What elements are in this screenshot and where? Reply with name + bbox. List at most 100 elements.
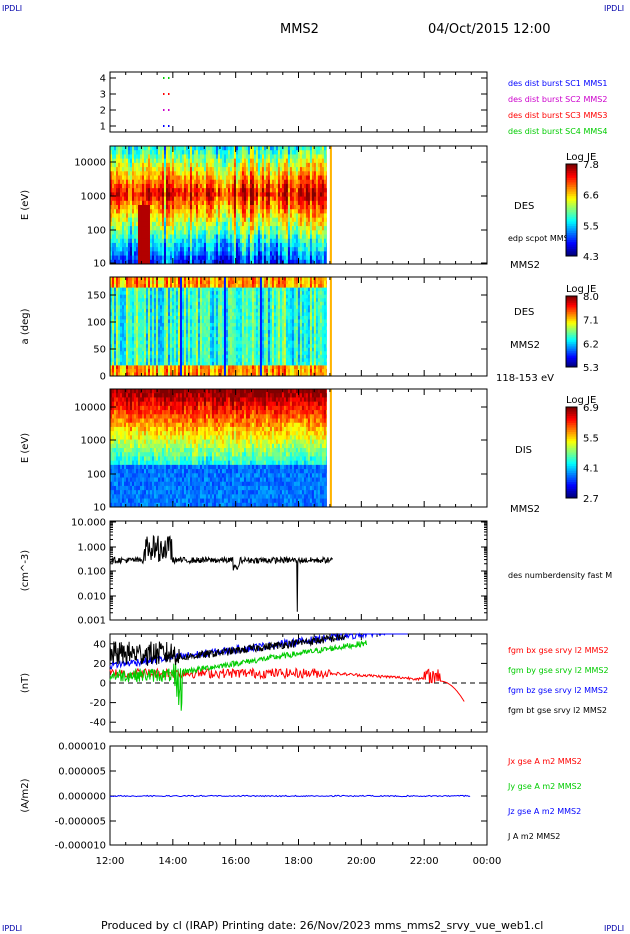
heat-cell [183, 294, 187, 299]
heat-cell [289, 259, 293, 265]
heat-cell [299, 259, 303, 265]
heat-cell [269, 154, 273, 160]
heat-cell [193, 308, 197, 313]
heat-cell [231, 247, 235, 252]
heat-cell [227, 259, 231, 265]
heat-cell [171, 298, 175, 303]
heat-cell [287, 183, 291, 189]
heat-cell [187, 354, 191, 359]
heat-cell [265, 217, 269, 223]
heat-cell [151, 354, 155, 359]
heat-cell [245, 230, 249, 235]
heat-cell [159, 298, 163, 303]
heat-cell [175, 217, 179, 223]
heat-cell [243, 146, 247, 151]
heat-cell [227, 354, 231, 359]
heat-cell [211, 326, 215, 331]
heat-cell [141, 308, 145, 313]
heat-cell [179, 319, 183, 324]
heat-cell [131, 291, 135, 296]
heat-cell [253, 234, 257, 240]
heat-cell [115, 259, 119, 265]
heat-cell [119, 183, 123, 189]
heat-cell [167, 344, 171, 349]
heat-cell [110, 209, 113, 214]
heat-cell [241, 217, 245, 223]
heat-cell [161, 188, 165, 193]
heat-cell [203, 209, 207, 214]
heat-cell [253, 196, 257, 202]
heat-cell [243, 183, 247, 189]
heat-cell [279, 213, 283, 219]
heat-cell [141, 358, 145, 363]
heat-cell [219, 162, 223, 168]
heat-cell [275, 183, 279, 189]
heat-cell [143, 305, 147, 310]
heat-cell [135, 277, 139, 282]
heat-cell [277, 154, 281, 160]
heat-cell [165, 183, 169, 189]
heat-cell [165, 277, 169, 282]
heat-cell [115, 226, 119, 231]
heat-cell [261, 247, 265, 252]
heat-cell [187, 291, 191, 296]
heat-cell [151, 238, 155, 244]
heat-cell [215, 287, 219, 292]
heat-cell [153, 255, 157, 261]
heat-cell [217, 312, 221, 317]
heat-cell [157, 351, 161, 356]
heat-cell [115, 337, 119, 342]
heat-cell [129, 280, 133, 285]
heat-cell [225, 354, 229, 359]
heat-cell [283, 162, 287, 168]
heat-cell [145, 347, 149, 352]
heat-cell [129, 340, 133, 345]
heat-cell [237, 226, 241, 231]
heat-cell [149, 308, 153, 313]
heat-cell [221, 242, 225, 248]
heat-cell [117, 158, 121, 164]
heat-cell [125, 162, 129, 168]
heat-cell [201, 280, 205, 285]
heat-cell [221, 183, 225, 189]
heat-cell [315, 162, 319, 168]
heat-cell [169, 234, 173, 240]
heat-cell [159, 284, 163, 289]
heat-cell [167, 188, 171, 193]
heat-cell [215, 344, 219, 349]
heat-cell [145, 291, 149, 296]
heat-cell [159, 217, 163, 223]
heat-cell [139, 326, 143, 331]
heat-cell [239, 150, 243, 155]
heat-cell [153, 308, 157, 313]
heat-cell [153, 251, 157, 257]
heat-cell [159, 319, 163, 324]
heat-cell [185, 162, 189, 168]
heat-cell [127, 298, 131, 303]
heat-cell [129, 344, 133, 349]
heat-cell [309, 183, 313, 189]
heat-cell [113, 333, 117, 338]
heat-cell [197, 319, 201, 324]
heat-cell [197, 284, 201, 289]
heat-cell [255, 247, 259, 252]
heat-cell [315, 183, 319, 189]
heat-cell [211, 322, 215, 327]
colorbar-cell [566, 253, 577, 257]
heat-cell [143, 179, 147, 185]
heat-cell [159, 347, 163, 352]
heat-cell [285, 242, 289, 248]
heat-cell [110, 183, 113, 189]
heat-cell [183, 287, 187, 292]
heat-cell [261, 196, 265, 202]
heat-cell [309, 217, 313, 223]
heat-cell [151, 242, 155, 248]
heat-cell [299, 226, 303, 231]
heat-cell [149, 259, 153, 265]
heat-cell [111, 217, 115, 223]
heat-cell [189, 372, 193, 377]
heat-cell [243, 200, 247, 206]
heat-cell [255, 259, 259, 265]
heat-cell [283, 167, 287, 172]
heat-cell [249, 255, 253, 261]
